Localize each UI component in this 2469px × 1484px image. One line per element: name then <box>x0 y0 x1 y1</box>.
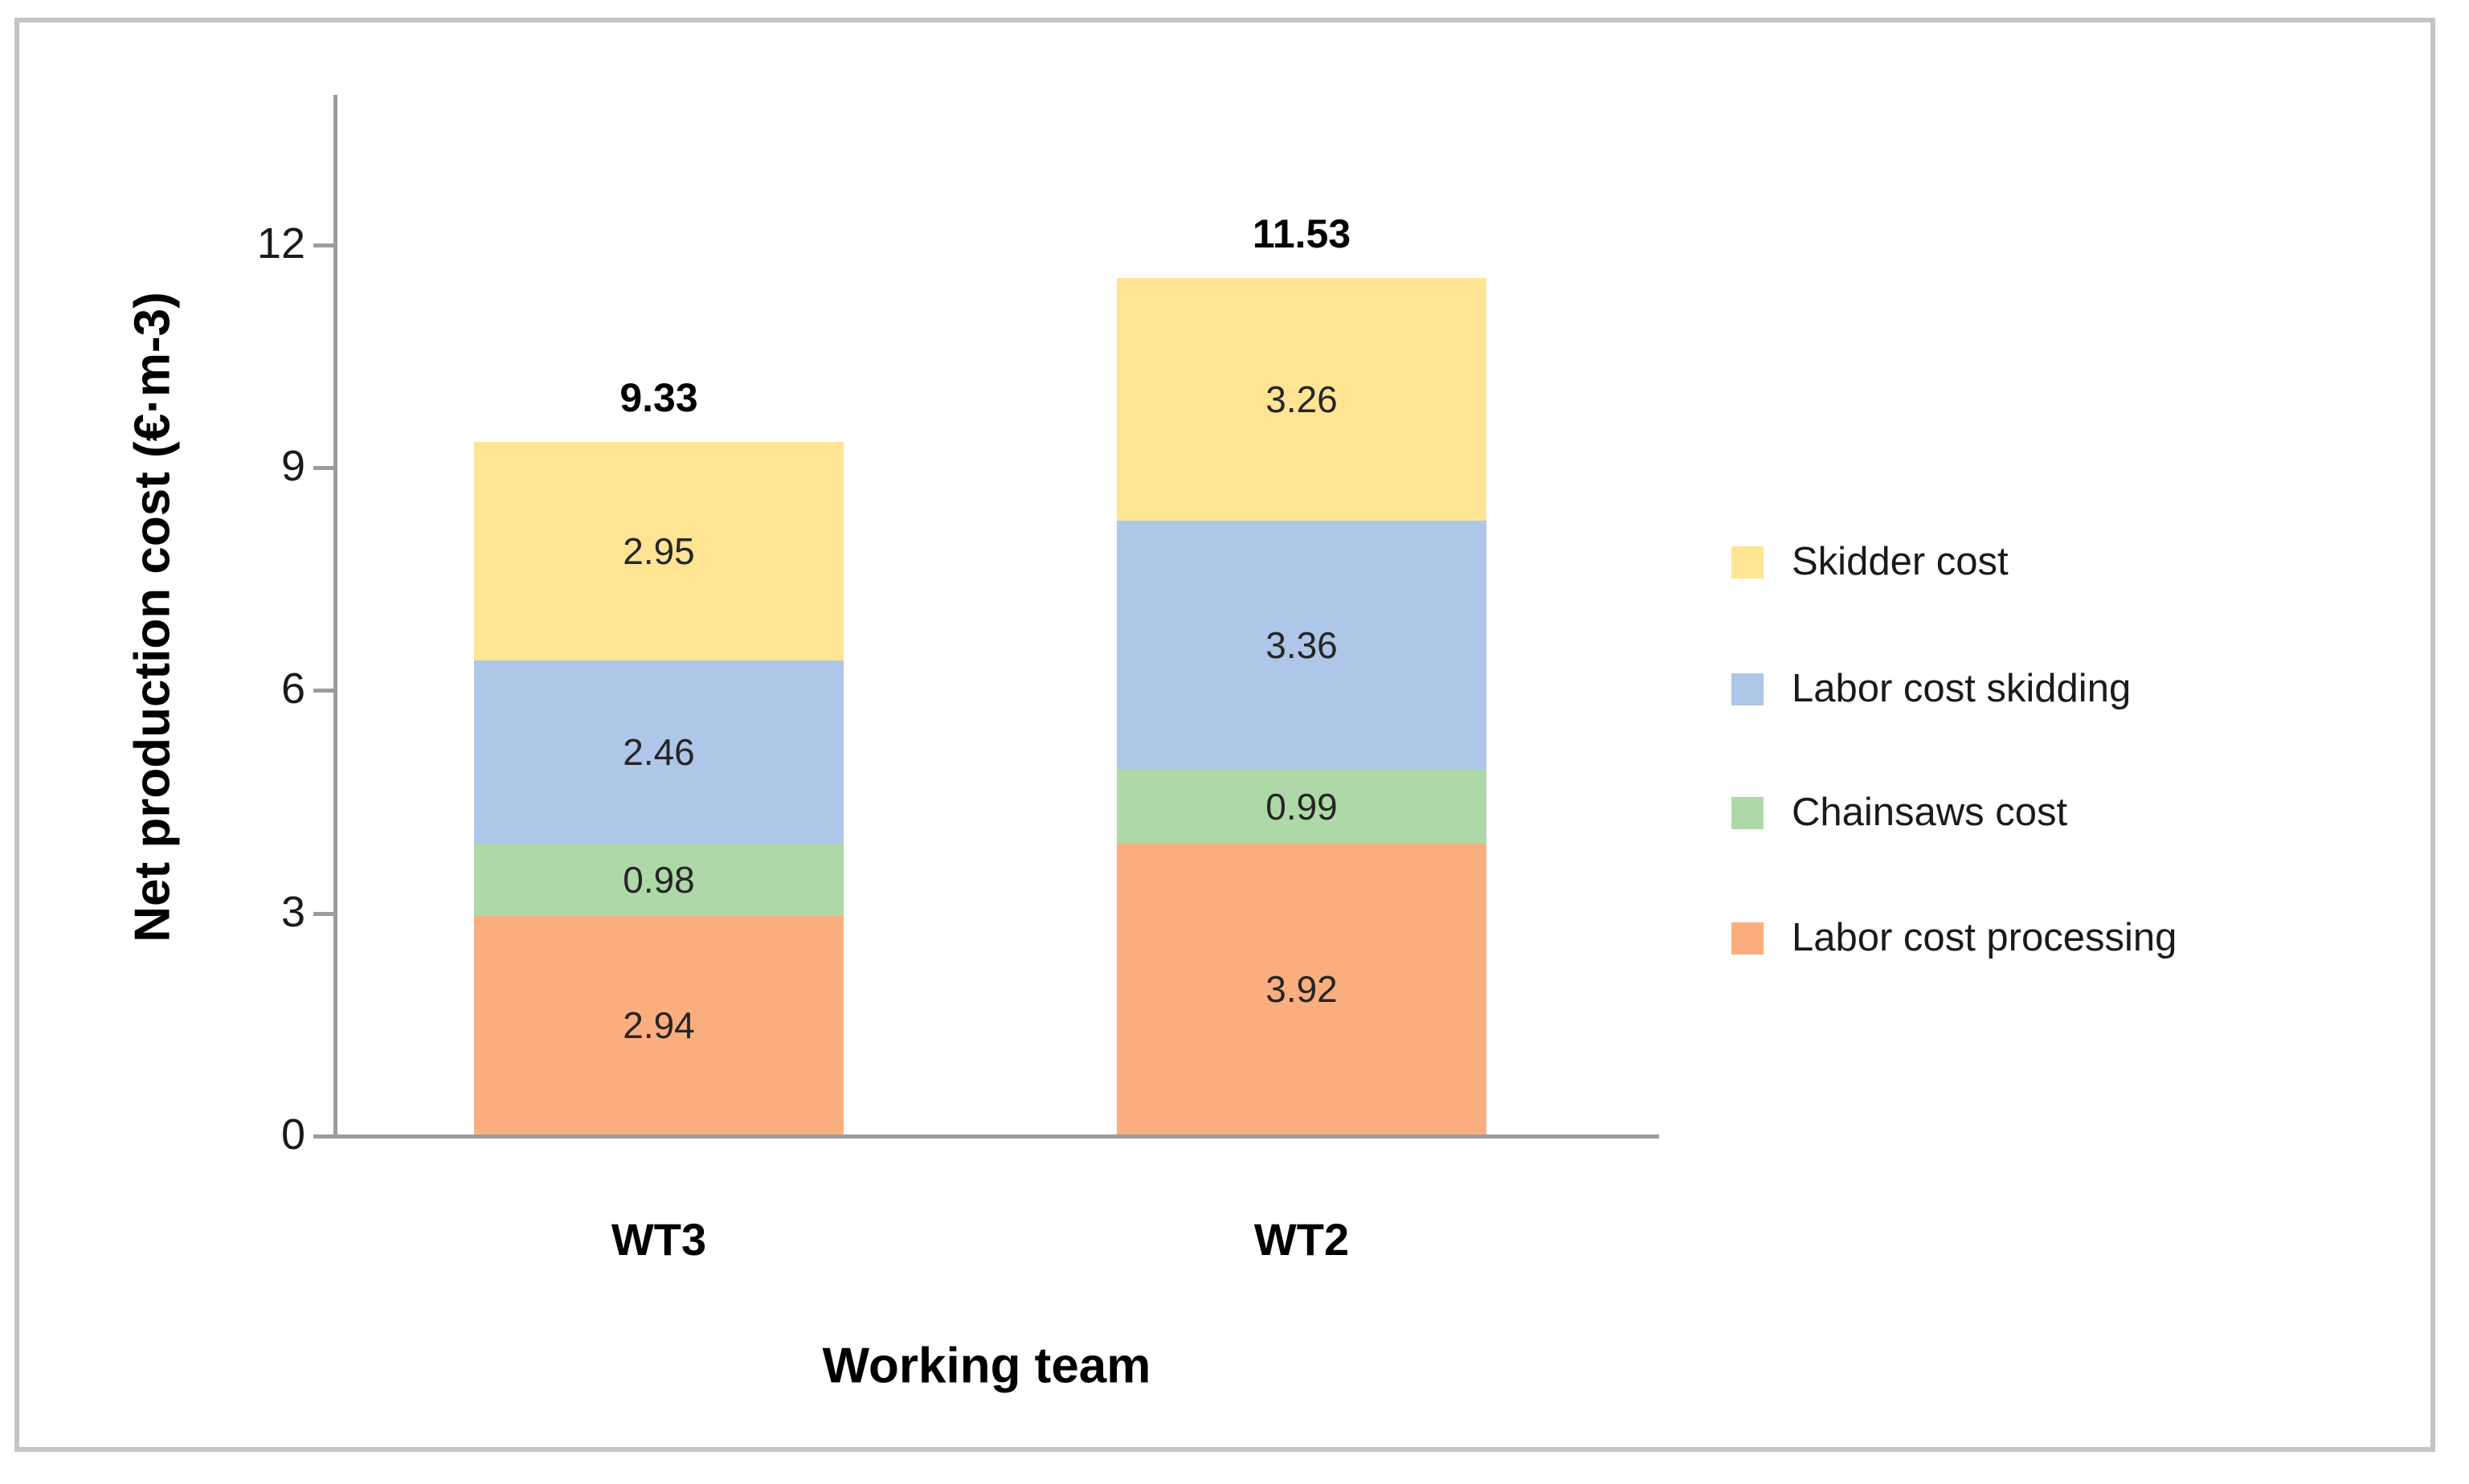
bar-segment-value: 0.98 <box>623 858 695 901</box>
legend-swatch <box>1731 673 1764 705</box>
bar-segment <box>474 441 844 661</box>
x-axis-title: Working team <box>822 1338 1151 1394</box>
bar-segment <box>474 660 844 844</box>
bar-segment-value: 2.95 <box>623 530 695 573</box>
bar-segment <box>1117 770 1486 844</box>
bar-segment <box>474 843 844 917</box>
y-tick-mark <box>313 911 335 916</box>
y-tick-label: 9 <box>280 442 305 491</box>
x-category-label: WT3 <box>611 1214 707 1265</box>
bar-segment-value: 3.26 <box>1265 378 1338 421</box>
bar-segment <box>1117 520 1486 771</box>
legend-swatch <box>1731 922 1764 955</box>
bar-segment-value: 0.99 <box>1265 785 1338 828</box>
bar-segment <box>1117 843 1486 1134</box>
legend-label: Labor cost processing <box>1792 916 2177 959</box>
bar-segment-value: 2.46 <box>623 731 695 774</box>
bar-segment-value: 3.92 <box>1265 967 1338 1010</box>
bar-total-value: 11.53 <box>1252 211 1351 257</box>
y-tick-mark <box>313 243 335 247</box>
y-tick-label: 0 <box>280 1110 305 1159</box>
bar-segment-value: 3.36 <box>1265 623 1338 666</box>
y-tick-label: 6 <box>280 664 305 713</box>
x-axis-line <box>315 1134 1659 1139</box>
legend-swatch <box>1731 546 1764 578</box>
bar-segment <box>474 916 844 1134</box>
bar-segment <box>1117 278 1486 521</box>
x-category-label: WT2 <box>1253 1214 1350 1265</box>
y-tick-mark <box>313 1134 335 1139</box>
y-axis-line <box>333 95 337 1137</box>
legend-swatch <box>1731 797 1764 829</box>
y-tick-mark <box>313 689 335 693</box>
bar-total-value: 9.33 <box>619 374 698 420</box>
bar-segment-value: 2.94 <box>623 1004 695 1047</box>
legend-label: Skidder cost <box>1792 540 2009 583</box>
legend-label: Chainsaws cost <box>1792 791 2068 834</box>
y-tick-mark <box>313 466 335 471</box>
y-tick-label: 3 <box>280 887 305 936</box>
legend-label: Labor cost skidding <box>1792 667 2132 710</box>
y-axis-title: Net production cost (€·m-3) <box>125 292 181 942</box>
y-tick-label: 12 <box>256 219 305 268</box>
